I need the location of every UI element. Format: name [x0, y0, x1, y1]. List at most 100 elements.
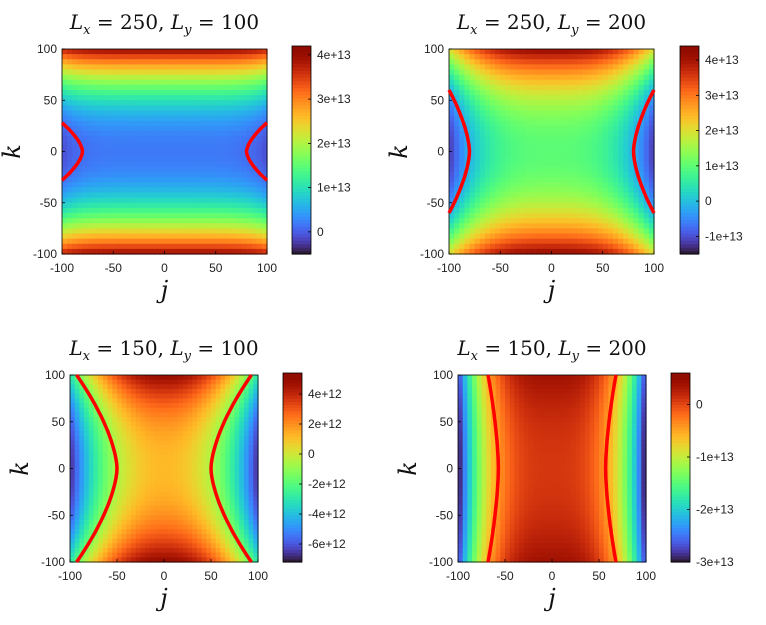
heatmap-cell [159, 54, 166, 60]
heatmap-cell [74, 477, 80, 484]
heatmap-cell [582, 228, 588, 235]
heatmap-cell [229, 557, 236, 563]
heatmap-cell [190, 166, 196, 173]
heatmap-cell [248, 426, 254, 432]
heatmap-cell [84, 524, 90, 530]
heatmap-cell [154, 223, 160, 229]
heatmap-cell [607, 100, 614, 106]
heatmap-cell [490, 207, 496, 214]
heatmap-cell [67, 69, 73, 76]
heatmap-cell [149, 207, 155, 214]
heatmap-cell [88, 407, 95, 413]
heatmap-cell [205, 64, 212, 71]
heatmap-cell [561, 100, 568, 106]
heatmap-cell [82, 136, 89, 142]
heatmap-cell [201, 547, 207, 554]
heatmap-cell [469, 95, 476, 101]
heatmap-cell [144, 59, 150, 65]
heatmap-cell [133, 223, 140, 229]
heatmap-cell [469, 59, 476, 65]
heatmap-cell [72, 59, 78, 65]
heatmap-cell [97, 131, 104, 137]
heatmap-cell [628, 151, 635, 158]
heatmap-cell [541, 115, 547, 122]
heatmap-cell [74, 547, 80, 554]
heatmap-cell [592, 238, 599, 245]
heatmap-cell [633, 141, 640, 147]
heatmap-cell [154, 384, 160, 390]
heatmap-cell [231, 197, 237, 204]
heatmap-cell [253, 468, 259, 474]
heatmap-cell [164, 515, 170, 521]
heatmap-cell [256, 187, 263, 194]
heatmap-cell [587, 218, 594, 224]
heatmap-cell [490, 90, 496, 96]
heatmap-cell [225, 496, 231, 502]
heatmap-cell [592, 105, 599, 112]
heatmap-cell [97, 120, 104, 127]
heatmap-cell [248, 459, 254, 465]
colorbar-segment [680, 59, 699, 64]
heatmap-cell [123, 151, 130, 158]
heatmap-cell [117, 505, 123, 512]
heatmap-cell [495, 172, 501, 178]
heatmap-cell [474, 49, 481, 55]
heatmap-cell [243, 477, 250, 484]
heatmap-cell [103, 90, 109, 96]
colorbar-segment [680, 205, 699, 210]
heatmap-cell [140, 459, 146, 465]
heatmap-cell [505, 151, 512, 158]
heatmap-cell [500, 125, 506, 132]
heatmap-cell [67, 213, 73, 219]
heatmap-cell [449, 84, 455, 91]
heatmap-cell [531, 115, 537, 122]
heatmap-cell [556, 120, 563, 127]
heatmap-cell [118, 95, 125, 101]
heatmap-cell [256, 54, 263, 60]
heatmap-cell [190, 69, 196, 76]
heatmap-cell [102, 454, 109, 460]
heatmap-cell [597, 228, 604, 235]
heatmap-cell [138, 95, 145, 101]
heatmap-cell [113, 120, 119, 127]
heatmap-cell [82, 172, 89, 178]
heatmap-cell [154, 454, 160, 460]
heatmap-cell [98, 445, 104, 451]
heatmap-cell [123, 90, 130, 96]
heatmap-cell [185, 166, 191, 173]
heatmap-cell [229, 393, 236, 399]
heatmap-cell [546, 146, 553, 153]
heatmap-cell [144, 110, 150, 117]
heatmap-cell [597, 120, 604, 127]
heatmap-cell [551, 218, 558, 224]
heatmap-cell [72, 49, 78, 55]
heatmap-cell [149, 552, 156, 558]
heatmap-cell [128, 79, 135, 86]
heatmap-cell [113, 115, 119, 122]
heatmap-cell [205, 156, 212, 163]
heatmap-cell [500, 197, 506, 204]
heatmap-cell [215, 393, 221, 399]
heatmap-cell [164, 375, 170, 381]
heatmap-cell [226, 161, 232, 168]
heatmap-cell [173, 440, 179, 446]
heatmap-cell [541, 74, 547, 81]
heatmap-cell [454, 156, 460, 163]
heatmap-cell [205, 233, 212, 240]
heatmap-cell [185, 197, 191, 204]
heatmap-cell [582, 243, 588, 250]
heatmap-cell [70, 403, 76, 409]
heatmap-cell [206, 375, 212, 381]
heatmap-cell [149, 100, 155, 106]
heatmap-cell [459, 223, 465, 229]
heatmap-cell [459, 228, 465, 235]
heatmap-cell [220, 552, 226, 558]
heatmap-cell [169, 233, 176, 240]
heatmap-cell [206, 547, 212, 554]
heatmap-cell [87, 238, 94, 245]
heatmap-cell [566, 79, 573, 86]
heatmap-cell [236, 207, 242, 214]
heatmap-cell [98, 543, 104, 549]
heatmap-cell [159, 393, 165, 399]
heatmap-cell [74, 431, 80, 437]
